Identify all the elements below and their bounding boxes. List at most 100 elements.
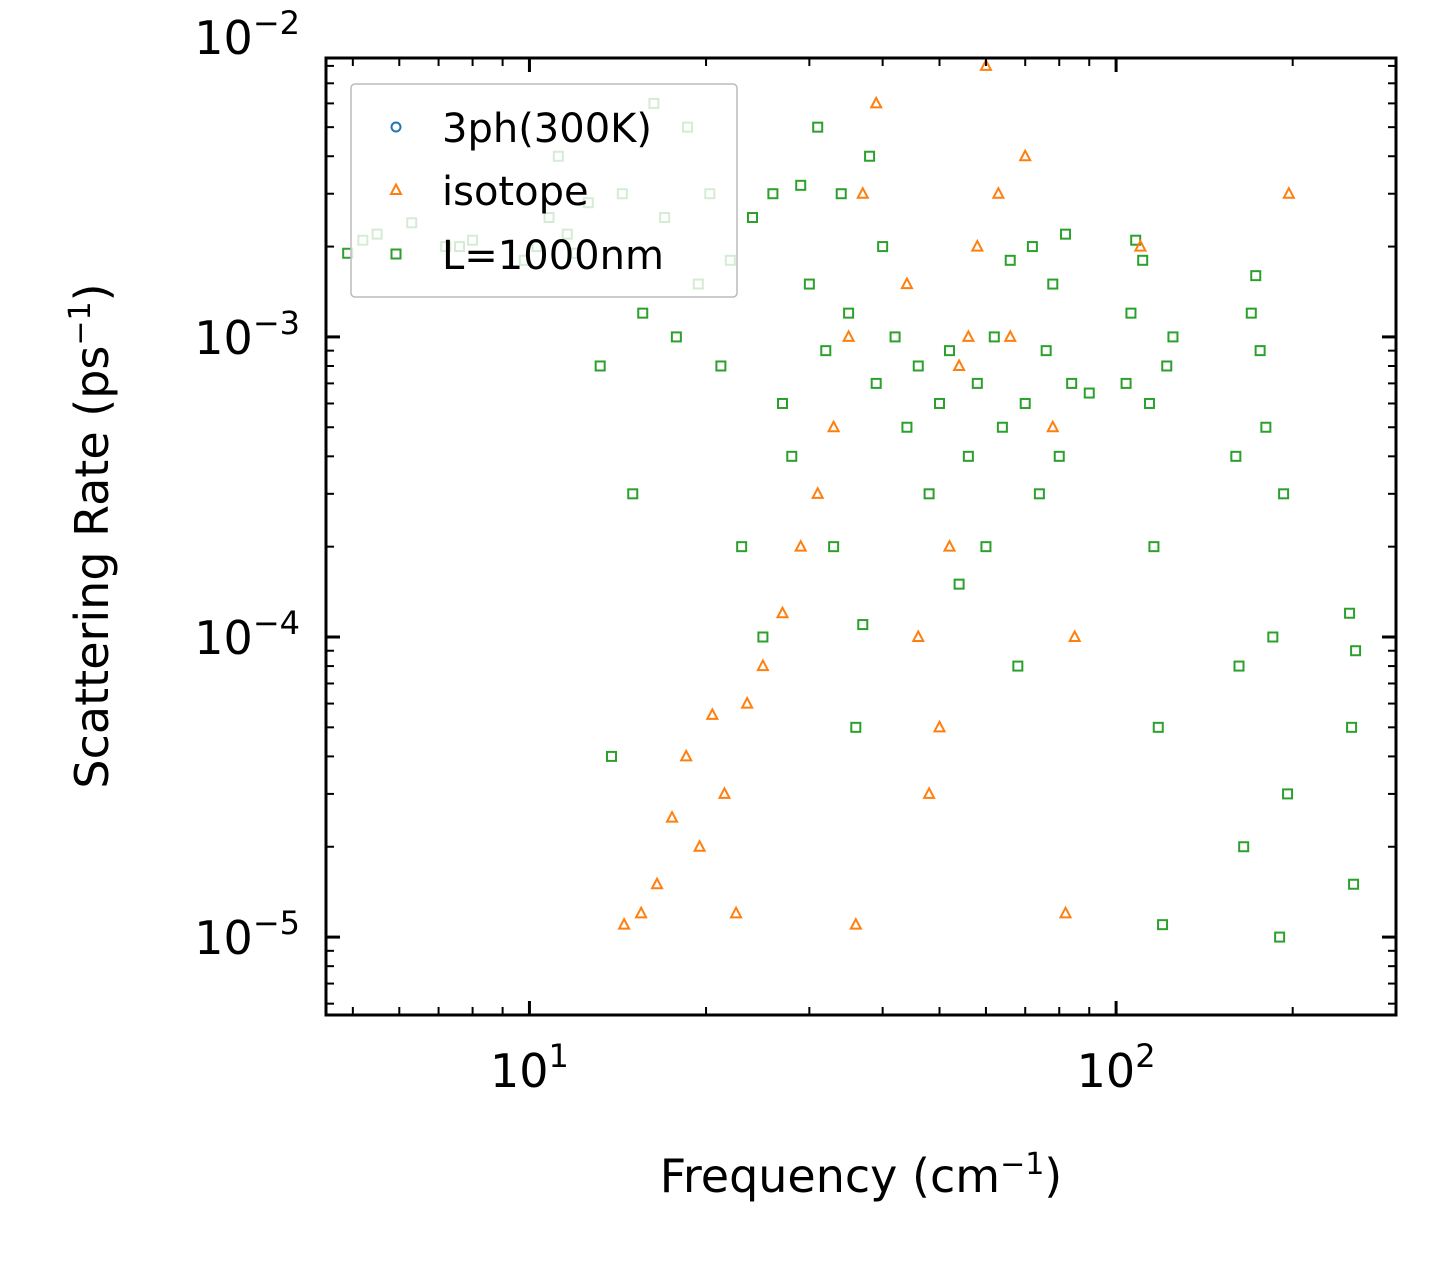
major-ticks: [326, 58, 1396, 1015]
data-point: [1018, 148, 1032, 162]
y-axis-title: Scattering Rate (ps−1): [63, 283, 119, 788]
data-point: [665, 810, 679, 823]
data-point: [1233, 660, 1245, 672]
data-point: [1161, 360, 1173, 372]
data-point: [1003, 329, 1017, 342]
data-point: [1053, 450, 1065, 462]
data-point: [794, 539, 808, 552]
data-point: [606, 750, 618, 762]
legend-label-3ph: 3ph(300K): [442, 106, 652, 152]
data-point: [1125, 307, 1137, 319]
data-point: [1282, 186, 1296, 199]
data-point: [864, 150, 876, 162]
data-point: [1350, 645, 1362, 657]
data-point: [1238, 841, 1250, 853]
y-tick-label: 10−5: [194, 904, 300, 965]
data-point: [1143, 397, 1155, 409]
data-point: [923, 488, 935, 500]
data-point: [637, 307, 649, 319]
data-point: [901, 421, 913, 433]
data-point: [650, 876, 664, 890]
data-point: [953, 578, 965, 590]
data-point: [1120, 377, 1132, 389]
data-point: [849, 917, 863, 930]
data-point: [803, 278, 815, 290]
data-point: [617, 917, 631, 930]
data-point: [1157, 919, 1169, 931]
data-point: [843, 307, 855, 319]
data-point: [594, 360, 606, 372]
data-point: [820, 345, 832, 357]
data-point: [1278, 488, 1290, 500]
x-axis-title: Frequency (cm−1): [660, 1147, 1063, 1203]
data-point: [634, 905, 648, 919]
minor-ticks: [326, 58, 1397, 1015]
data-point: [933, 397, 945, 409]
data-point: [705, 707, 719, 720]
data-point: [991, 186, 1006, 199]
data-point: [850, 721, 862, 733]
data-point: [942, 539, 957, 552]
data-point: [1348, 878, 1360, 890]
y-tick-labels: 10010−110−210−310−410−5: [194, 4, 300, 965]
data-point: [988, 331, 1000, 343]
y-tick-label: 10−2: [194, 4, 300, 65]
data-point: [1250, 270, 1262, 282]
data-point: [795, 179, 807, 191]
data-point: [869, 95, 883, 109]
data-point: [1033, 488, 1045, 500]
data-point: [729, 905, 743, 919]
data-point: [1046, 419, 1060, 433]
data-point: [775, 605, 790, 619]
data-point: [812, 121, 824, 133]
data-point: [1267, 631, 1279, 643]
data-point: [627, 488, 639, 500]
data-point: [1058, 905, 1073, 919]
data-point: [740, 695, 754, 709]
legend-marker-square: [390, 248, 402, 260]
data-point: [979, 58, 993, 71]
data-point: [911, 629, 925, 642]
data-point: [717, 786, 732, 799]
data-point: [786, 450, 798, 462]
data-point: [1060, 228, 1072, 240]
data-point: [1068, 629, 1082, 642]
data-point: [757, 631, 769, 643]
data-point: [922, 786, 936, 799]
series-isotope: [617, 58, 1296, 930]
x-tick-label: 101: [490, 1037, 569, 1098]
data-point: [857, 619, 869, 631]
legend-markers: [389, 121, 403, 260]
data-point: [1083, 387, 1095, 399]
data-point: [996, 421, 1008, 433]
data-point: [692, 839, 707, 852]
data-point: [1137, 254, 1149, 266]
data-point: [889, 331, 901, 343]
data-point: [1047, 278, 1059, 290]
data-point: [1346, 721, 1358, 733]
data-point: [828, 541, 840, 553]
data-point: [811, 486, 825, 499]
data-point: [912, 360, 924, 372]
data-point: [1066, 377, 1078, 389]
data-point: [767, 188, 779, 200]
data-point: [932, 719, 947, 733]
data-point: [679, 748, 693, 762]
data-point: [1040, 345, 1052, 357]
data-point: [961, 329, 976, 342]
data-point: [736, 541, 748, 553]
data-point: [1148, 541, 1160, 553]
data-point: [1344, 607, 1356, 619]
data-point: [826, 419, 841, 433]
data-point: [1260, 421, 1272, 433]
data-point: [1012, 660, 1024, 672]
data-point: [970, 238, 984, 252]
legend-marker-circle: [390, 121, 402, 133]
data-point: [1282, 788, 1294, 800]
legend-marker-triangle: [389, 182, 403, 195]
legend: 3ph(300K) isotope L=1000nm: [350, 83, 738, 298]
data-point: [1026, 241, 1038, 253]
data-point: [1245, 307, 1257, 319]
plot-frame: [324, 56, 1398, 1017]
data-point: [856, 186, 870, 199]
